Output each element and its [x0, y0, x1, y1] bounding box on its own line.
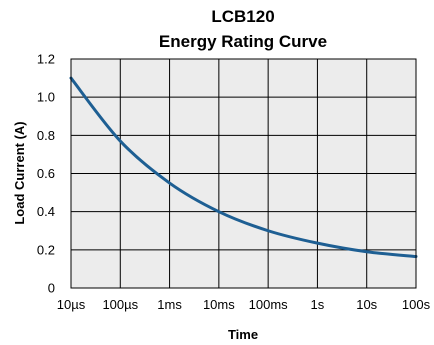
y-tick-label: 0.6: [37, 166, 55, 181]
chart-subtitle: Energy Rating Curve: [159, 32, 327, 51]
chart-title: LCB120: [211, 7, 274, 26]
plot-border: [70, 58, 417, 289]
series-layer: [69, 76, 418, 259]
x-tick-label: 100µs: [102, 297, 138, 312]
x-axis-label: Time: [228, 327, 258, 342]
x-tick-label: 100ms: [249, 297, 289, 312]
x-tick-labels: 10µs 100µs 1ms 10ms 100ms 1s 10s 100s: [57, 297, 431, 312]
x-tick-label: 10µs: [57, 297, 86, 312]
grid: [71, 59, 416, 288]
x-tick-label: 10ms: [203, 297, 235, 312]
y-tick-label: 1.2: [37, 52, 55, 67]
y-tick-label: 0: [48, 281, 55, 296]
y-tick-label: 0.8: [37, 128, 55, 143]
x-tick-label: 10s: [356, 297, 377, 312]
y-tick-label: 0.2: [37, 242, 55, 257]
x-tick-label: 1s: [311, 297, 325, 312]
series-line: [69, 76, 418, 259]
x-tick-label: 100s: [402, 297, 431, 312]
y-tick-label: 0.4: [37, 204, 55, 219]
y-tick-labels: 0 0.2 0.4 0.6 0.8 1.0 1.2: [37, 52, 55, 296]
y-tick-label: 1.0: [37, 90, 55, 105]
x-tick-label: 1ms: [157, 297, 182, 312]
y-axis-label: Load Current (A): [12, 121, 27, 224]
